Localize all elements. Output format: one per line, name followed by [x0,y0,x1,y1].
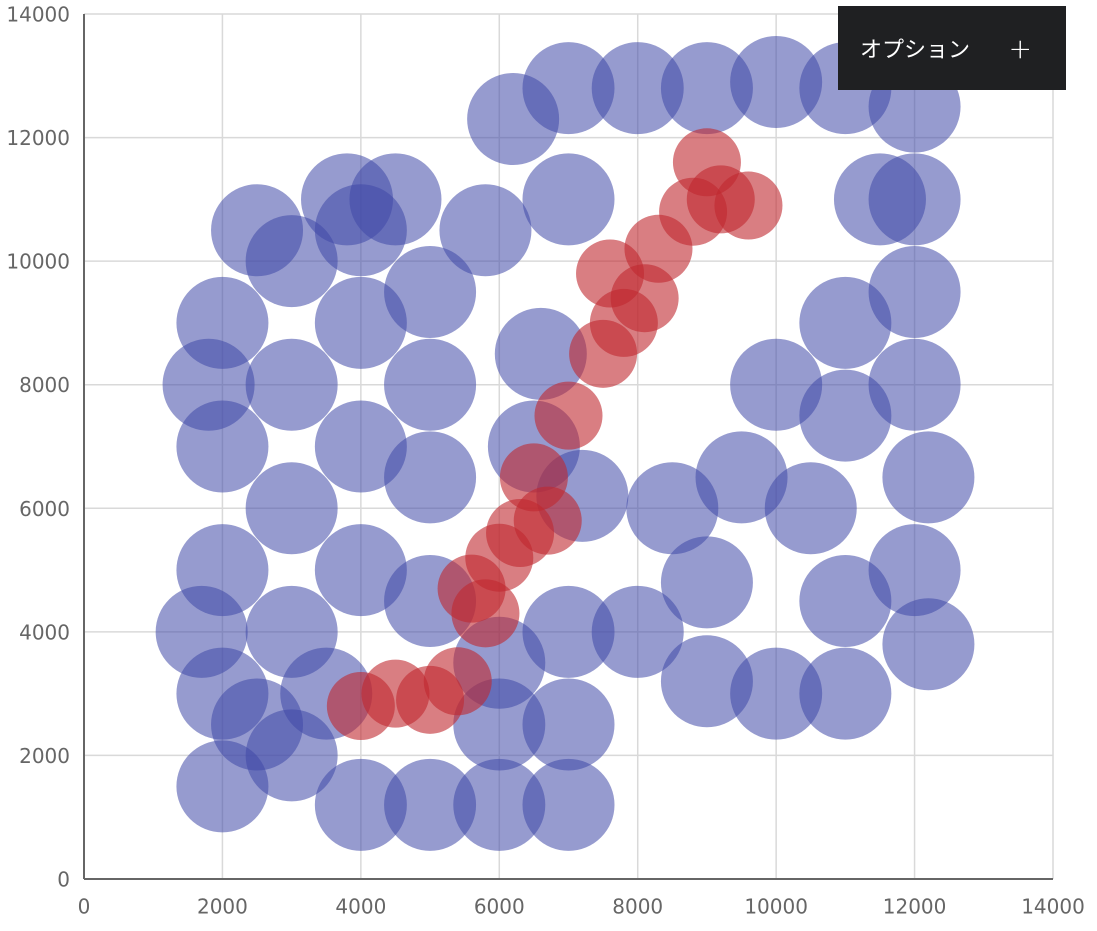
point [423,647,492,716]
y-tick-label: 4000 [19,620,70,644]
options-icon: + [1008,31,1032,65]
points [155,35,975,851]
point [591,42,684,135]
point [326,672,395,740]
point [660,536,753,629]
point [534,381,603,450]
point [314,524,407,617]
point [211,678,304,771]
point [799,647,892,740]
x-tick-label: 0 [78,895,91,919]
point [494,307,587,400]
x-tick-label: 8000 [612,895,663,919]
point [660,42,753,135]
point [522,678,615,771]
options-button[interactable]: オプション + [838,6,1066,90]
point [730,35,823,128]
point [245,215,338,308]
point [730,338,823,431]
point [714,171,783,240]
point [314,758,407,851]
point [453,758,546,851]
y-tick-label: 0 [57,868,70,892]
point [868,524,961,617]
point [522,153,615,246]
x-tick-label: 10000 [744,895,808,919]
options-label: オプション [860,38,971,63]
point [695,431,788,524]
point [882,598,975,691]
y-tick-label: 10000 [6,250,70,274]
point [349,153,442,246]
point [451,579,520,648]
point [439,184,532,277]
point [384,246,477,339]
point [314,400,407,493]
point [868,338,961,431]
point [384,431,477,524]
point [162,338,255,431]
point [314,276,407,369]
point [882,431,975,524]
x-tick-label: 12000 [883,895,947,919]
y-tick-label: 14000 [6,3,70,27]
point [384,338,477,431]
y-tick-label: 2000 [19,744,70,768]
point [799,276,892,369]
point [522,585,615,678]
point [626,462,719,555]
point [522,758,615,851]
point [245,462,338,555]
point [672,128,741,197]
point [155,585,248,678]
point [799,369,892,462]
point [764,462,857,555]
point [660,635,753,728]
point [868,246,961,339]
x-tick-label: 4000 [335,895,386,919]
x-tick-label: 2000 [197,895,248,919]
x-tick-label: 14000 [1021,895,1085,919]
point [730,647,823,740]
point [833,153,926,246]
point [522,42,615,135]
y-tick-label: 6000 [19,497,70,521]
point [513,486,582,555]
y-tick-label: 12000 [6,126,70,150]
point [799,554,892,647]
point [384,758,477,851]
point [245,338,338,431]
y-tick-label: 8000 [19,373,70,397]
x-tick-label: 6000 [474,895,525,919]
point [591,585,684,678]
